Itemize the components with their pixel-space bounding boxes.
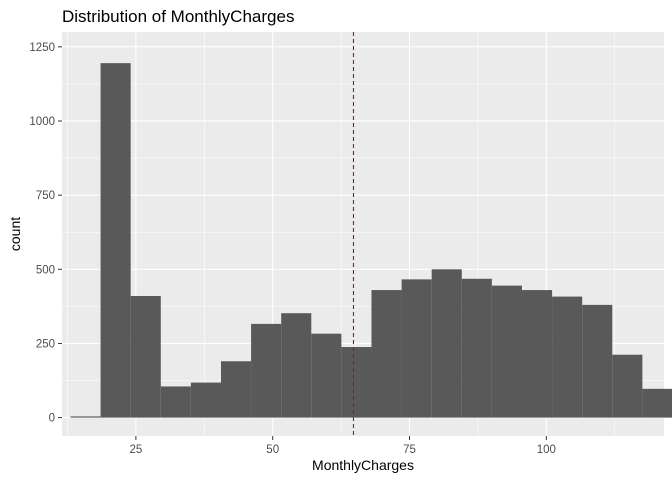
x-tick-label: 75 [403,444,416,456]
histogram-bar [220,361,252,418]
histogram-bar [100,63,131,418]
histogram-bar [491,285,522,418]
x-tick-label: 50 [266,444,279,456]
histogram-bar [612,354,643,418]
x-tick-label: 25 [129,444,142,456]
histogram-bar [160,386,191,418]
bars [70,63,672,418]
histogram-bar [401,279,432,418]
x-axis-label: MonthlyCharges [312,457,414,473]
histogram-bar [251,323,282,418]
y-tick-label: 500 [36,264,55,276]
x-tick-label: 100 [537,444,556,456]
histogram-bar [190,382,221,418]
histogram-bar [521,290,553,418]
y-axis-ticks: 0 250 500 750 1000 1250 [29,42,62,425]
y-tick-label: 1000 [29,116,55,128]
histogram-bar [341,347,372,418]
histogram-bar [461,278,492,418]
histogram-bar [552,296,583,418]
x-axis-ticks: 25 50 75 100 [129,436,556,456]
histogram-bar [70,416,101,418]
y-tick-label: 1250 [29,42,55,54]
histogram-bar [130,295,161,418]
histogram-bar [371,290,402,418]
histogram-bar [582,304,613,418]
y-tick-label: 250 [36,338,55,350]
histogram-bar [431,269,462,418]
y-tick-label: 0 [49,413,55,425]
histogram-bar [281,313,312,418]
y-tick-label: 750 [36,190,55,202]
histogram-bar [311,333,342,418]
y-axis-label: count [7,217,23,251]
histogram-bar [642,388,672,418]
chart-title: Distribution of MonthlyCharges [62,7,294,26]
